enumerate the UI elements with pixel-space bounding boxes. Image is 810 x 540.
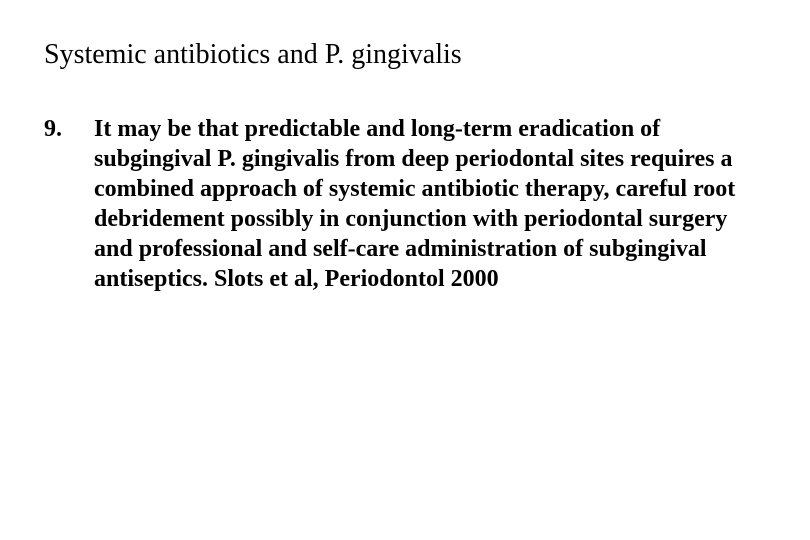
slide-title: Systemic antibiotics and P. gingivalis	[44, 38, 766, 72]
list-item-number: 9.	[44, 114, 94, 144]
list-item-body: It may be that predictable and long-term…	[94, 114, 744, 294]
numbered-list-item: 9. It may be that predictable and long-t…	[44, 114, 766, 294]
